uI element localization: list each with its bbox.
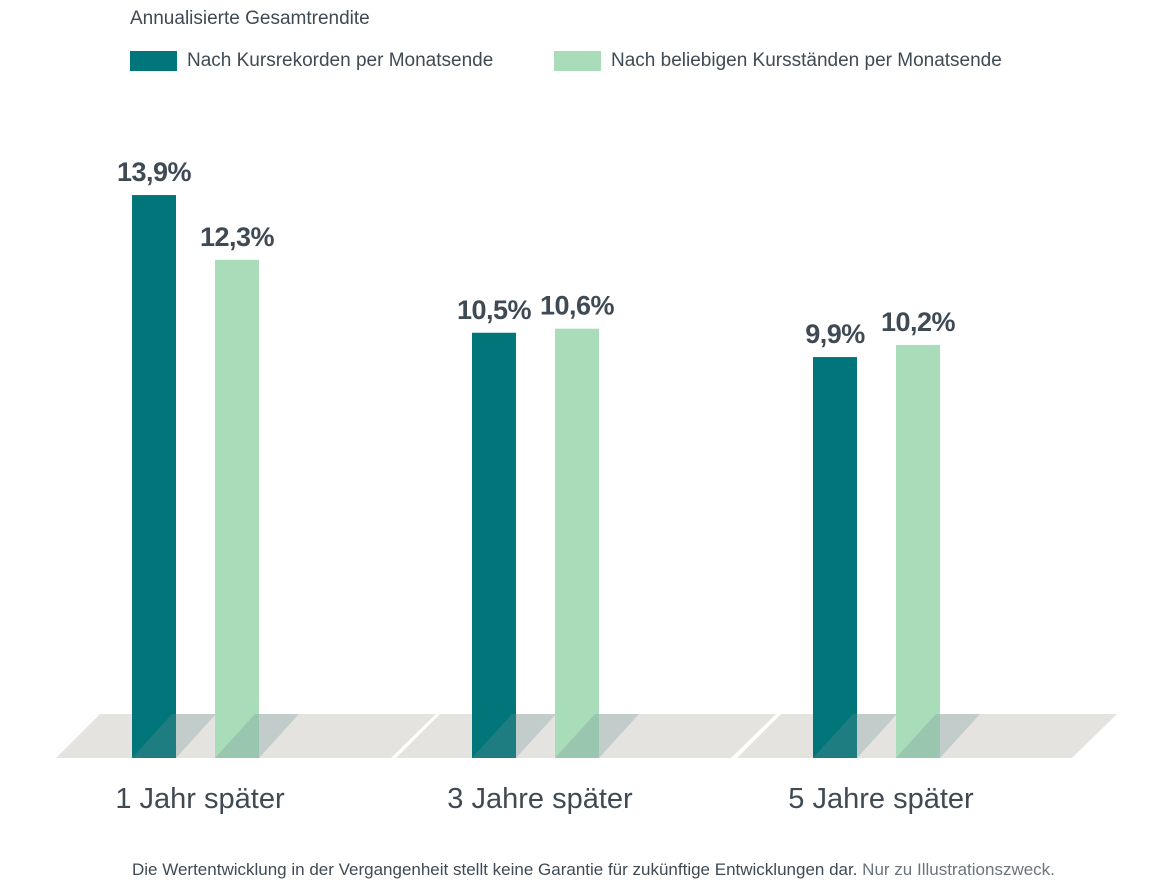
bar-cast-shadow [813,714,897,758]
data-label: 12,3% [200,222,275,252]
data-label: 10,2% [881,307,956,337]
legend-item-beliebig: Nach beliebigen Kursständen per Monatsen… [554,50,1002,72]
bar-cast-shadow [472,714,556,758]
data-label: 10,6% [540,291,615,321]
category-label: 1 Jahr später [115,783,285,815]
legend: Nach Kursrekorden per Monatsende Nach be… [130,50,1130,80]
chart-title: Annualisierte Gesamtrendite [130,8,370,29]
legend-item-kursrekorde: Nach Kursrekorden per Monatsende [130,50,493,72]
legend-label-kursrekorde: Nach Kursrekorden per Monatsende [187,50,494,71]
legend-swatch-beliebig [554,51,601,71]
bar [555,328,599,758]
data-label: 13,9% [117,157,192,187]
bar [813,357,857,758]
footnote-main: Die Wertentwicklung in der Vergangenheit… [132,860,858,879]
footnote: Die Wertentwicklung in der Vergangenheit… [132,860,1055,880]
legend-label-beliebig: Nach beliebigen Kursständen per Monatsen… [611,50,1002,71]
bar-cast-shadow [555,714,639,758]
bar-cast-shadow [215,714,299,758]
category-label: 5 Jahre später [788,783,974,815]
legend-swatch-kursrekorde [130,51,177,71]
bar [215,259,259,758]
footnote-secondary: Nur zu Illustrationszweck. [862,860,1055,879]
data-label: 10,5% [457,295,532,325]
bar [132,195,176,759]
bar [472,332,516,758]
category-label: 3 Jahre später [447,783,633,815]
bar [896,344,940,758]
bar-cast-shadow [896,714,980,758]
data-label: 9,9% [805,319,865,349]
bar-cast-shadow [132,714,216,758]
